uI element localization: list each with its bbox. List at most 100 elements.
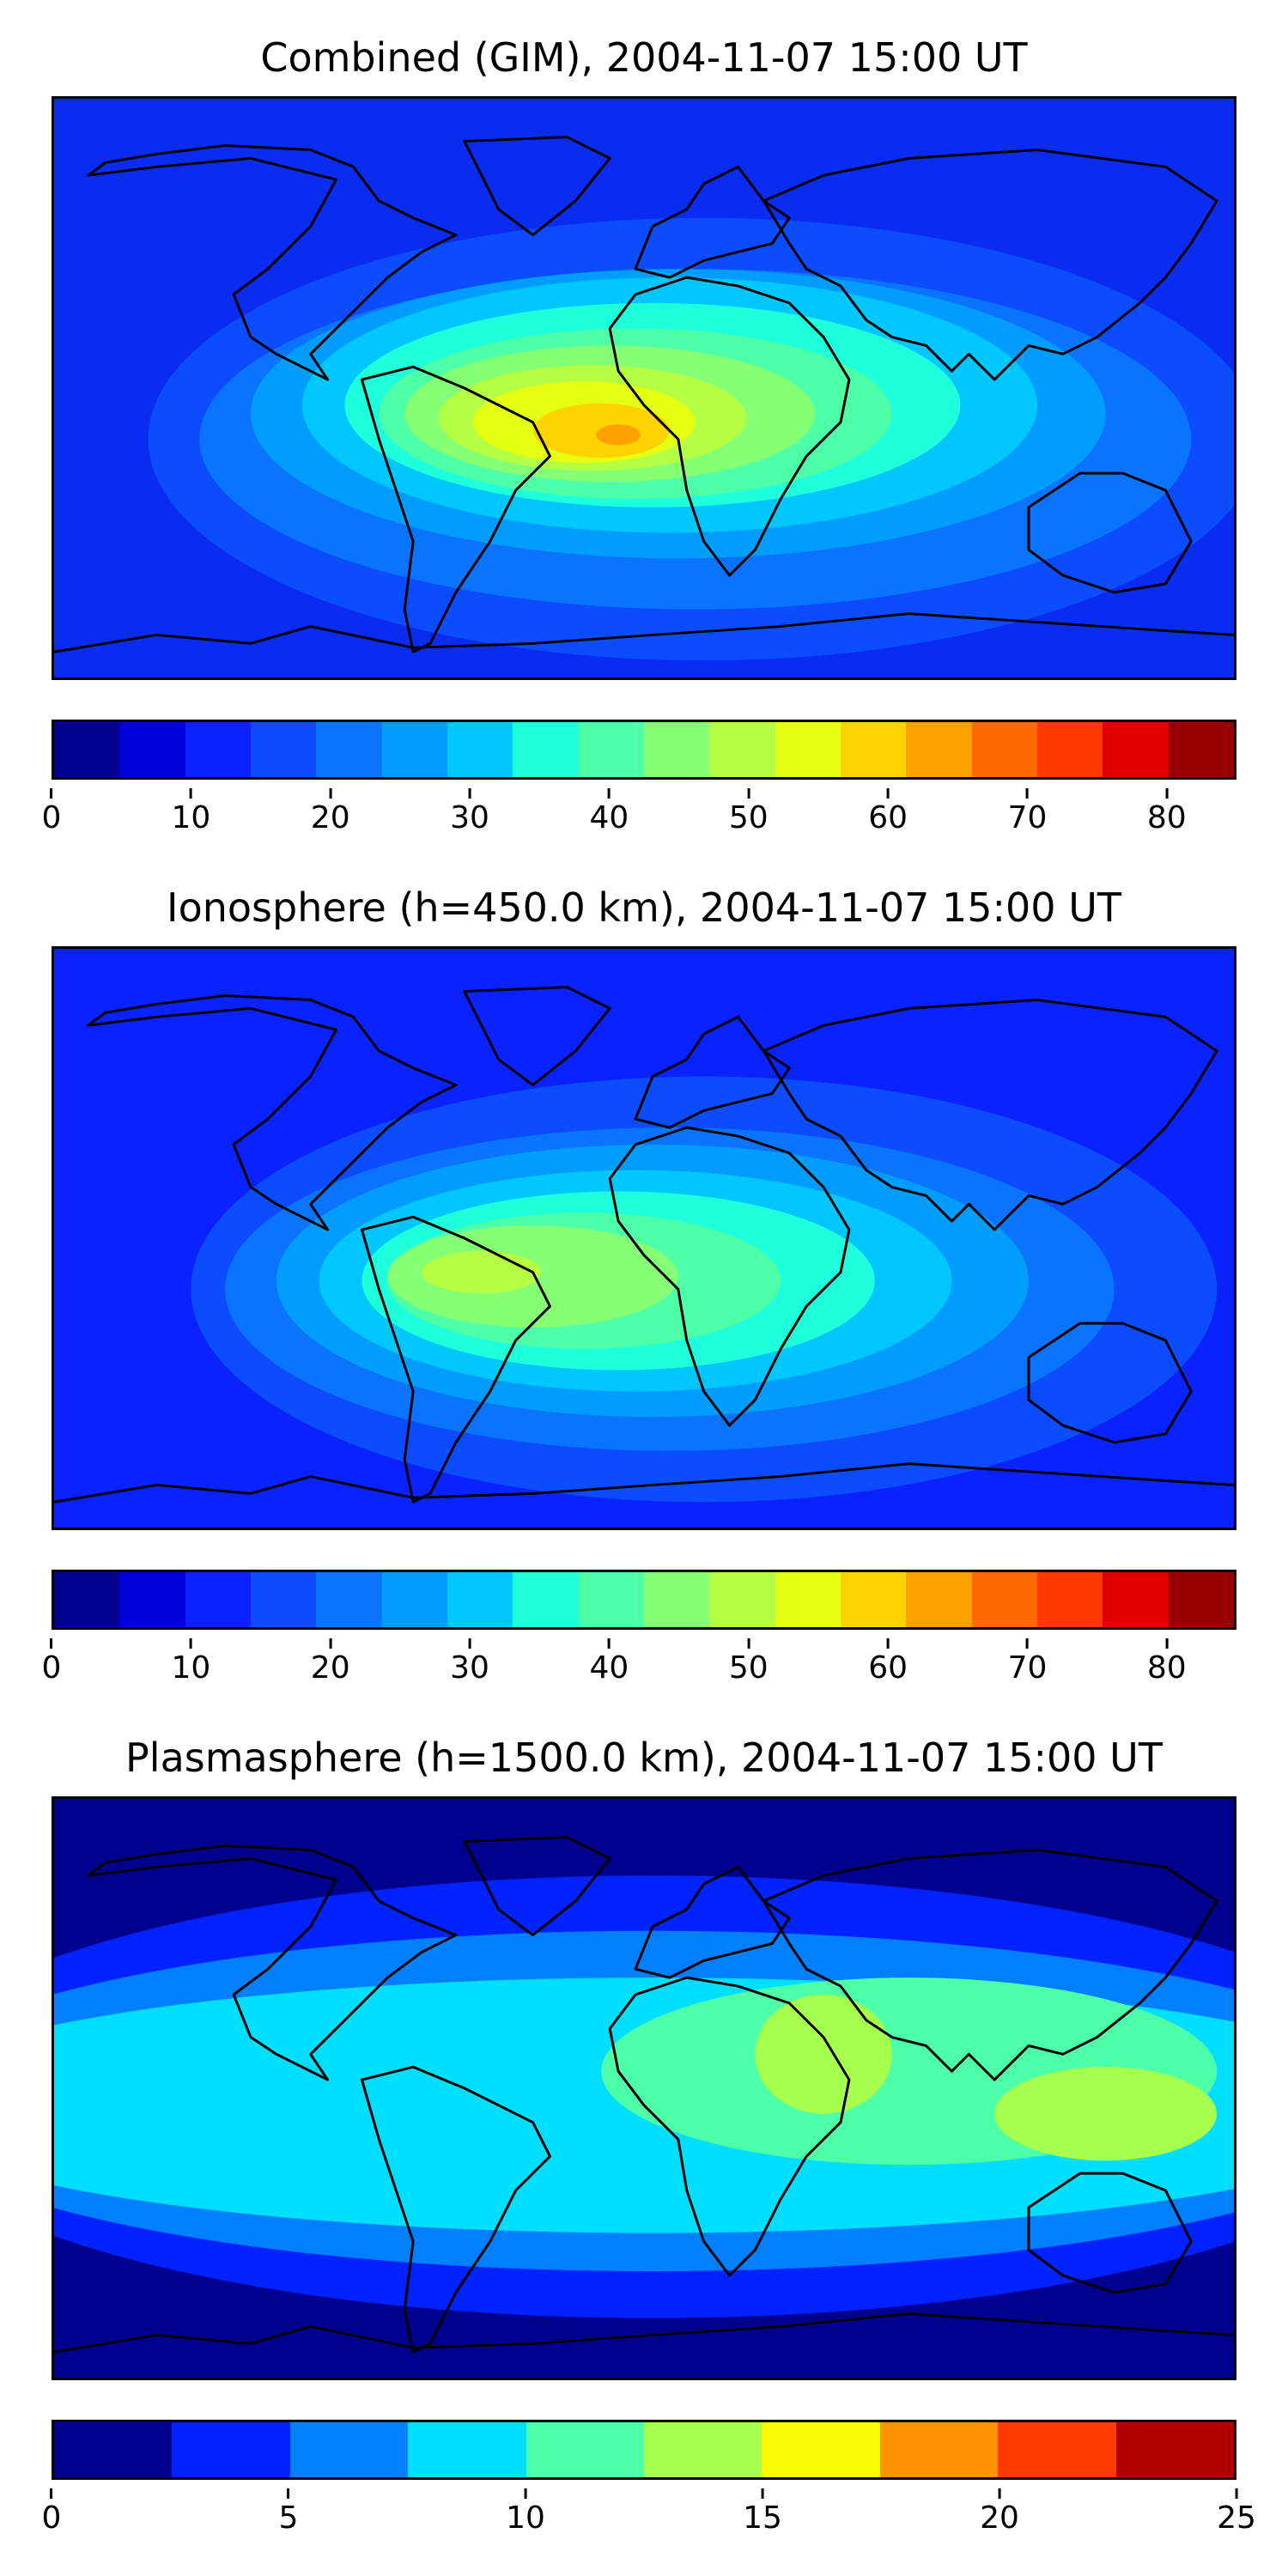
colorbar-segment — [879, 2422, 999, 2477]
south-america-coast — [360, 365, 551, 653]
colorbar-segment — [381, 1572, 447, 1627]
australia-coast — [1027, 1321, 1193, 1444]
north-america-coast — [87, 144, 458, 381]
colorbar-tick-label: 20 — [310, 800, 350, 835]
colorbar-segment — [250, 722, 317, 777]
greenland-coast — [463, 1836, 611, 1937]
colorbar-tick-label: 60 — [868, 800, 908, 835]
colorbar-segment — [998, 2422, 1116, 2477]
asia-coast — [762, 998, 1218, 1231]
colorbar-segment — [709, 722, 775, 777]
colorbar-tick-label: 70 — [1007, 1650, 1048, 1686]
colorbar-segment — [971, 722, 1037, 777]
map-svg-combined — [54, 99, 1234, 677]
colorbar-segment — [906, 1572, 972, 1627]
colorbar-tick-label: 40 — [589, 1650, 629, 1686]
map-ionosphere — [52, 946, 1236, 1530]
map-svg-ionosphere — [54, 949, 1234, 1528]
colorbar-segment — [644, 2422, 762, 2477]
colorbar-segment — [250, 1572, 317, 1627]
map-combined — [52, 96, 1236, 680]
panel-title-ionosphere: Ionosphere (h=450.0 km), 2004-11-07 15:0… — [167, 884, 1121, 931]
colorbar-tick-label: 10 — [506, 2500, 545, 2536]
colorbar-segment — [971, 1572, 1037, 1627]
colorbar-tick-label: 30 — [450, 800, 489, 835]
asia-coast — [762, 1848, 1218, 2081]
contour-band — [422, 1250, 542, 1294]
colorbar-tick-label: 15 — [743, 2500, 782, 2536]
colorbar-tick-label: 40 — [589, 800, 629, 835]
colorbar-segment — [1115, 2422, 1234, 2477]
colorbar-segment — [840, 722, 907, 777]
colorbar-segment — [1168, 1572, 1234, 1627]
colorbar-segment — [1103, 722, 1169, 777]
colorbar-segment — [119, 1572, 185, 1627]
colorbar-tick-label: 50 — [728, 1650, 769, 1686]
panel-title-combined: Combined (GIM), 2004-11-07 15:00 UT — [260, 34, 1028, 81]
antarctica-coast — [54, 612, 1234, 653]
colorbar-tick-label: 70 — [1007, 800, 1048, 835]
colorbar-segment — [513, 722, 579, 777]
colorbar-segment — [840, 1572, 907, 1627]
australia-coast — [1027, 2172, 1193, 2294]
colorbar-combined — [52, 720, 1236, 780]
contour-band — [994, 2067, 1218, 2161]
colorbar-segment — [775, 722, 841, 777]
colorbar-ticks-plasmasphere: 0 5 10 15 20 25 — [42, 2500, 1256, 2543]
map-plasmasphere — [52, 1796, 1236, 2380]
colorbar-segment — [1036, 722, 1103, 777]
africa-coast — [608, 276, 851, 577]
colorbar-segment — [526, 2422, 645, 2477]
colorbar-ticks-ionosphere: 0 10 20 30 40 50 60 70 80 — [42, 1650, 1236, 1693]
colorbar-segment — [513, 1572, 579, 1627]
colorbar-tick-label: 60 — [868, 1650, 908, 1686]
europe-coast — [634, 1865, 791, 1979]
colorbar-segment — [185, 722, 251, 777]
asia-coast — [762, 148, 1218, 381]
colorbar-ionosphere — [52, 1570, 1236, 1630]
europe-coast — [634, 1015, 791, 1129]
colorbar-segment — [709, 1572, 775, 1627]
colorbar-tick-label: 80 — [1146, 800, 1187, 835]
colorbar-tick-label: 50 — [728, 800, 769, 835]
colorbar-tick-label: 20 — [980, 2500, 1019, 2536]
europe-coast — [634, 165, 791, 279]
colorbar-segment — [408, 2422, 526, 2477]
north-america-coast — [87, 994, 458, 1231]
map-svg-plasmasphere — [54, 1799, 1234, 2378]
colorbar-segment — [316, 1572, 382, 1627]
greenland-coast — [463, 986, 611, 1087]
colorbar-tick-label: 20 — [310, 1650, 350, 1686]
colorbar-tick-label: 0 — [41, 1650, 62, 1686]
colorbar-tick-label: 10 — [171, 1650, 211, 1686]
north-america-coast — [87, 1844, 458, 2081]
contour-band — [596, 424, 641, 446]
colorbar-segment — [119, 722, 185, 777]
colorbar-segment — [447, 722, 513, 777]
colorbar-segment — [54, 722, 120, 777]
colorbar-segment — [54, 2422, 173, 2477]
colorbar-segment — [1036, 1572, 1103, 1627]
colorbar-segment — [381, 722, 447, 777]
colorbar-segment — [185, 1572, 251, 1627]
colorbar-tick-label: 30 — [450, 1650, 489, 1686]
antarctica-coast — [54, 1462, 1234, 1504]
colorbar-tick-label: 10 — [171, 800, 211, 835]
colorbar-segment — [316, 722, 382, 777]
colorbar-ticks-combined: 0 10 20 30 40 50 60 70 80 — [42, 800, 1236, 843]
colorbar-segment — [289, 2422, 409, 2477]
colorbar-tick-label: 80 — [1146, 1650, 1187, 1686]
colorbar-tick-label: 25 — [1217, 2500, 1256, 2536]
colorbar-segment — [775, 1572, 841, 1627]
colorbar-tick-label: 0 — [41, 2500, 62, 2536]
colorbar-segment — [578, 722, 644, 777]
colorbar-tick-label: 0 — [41, 800, 62, 835]
south-america-coast — [360, 1215, 551, 1504]
antarctica-coast — [54, 2312, 1234, 2354]
contour-band — [755, 1994, 892, 2114]
greenland-coast — [463, 136, 611, 237]
south-america-coast — [360, 2065, 551, 2354]
colorbar-segment — [172, 2422, 290, 2477]
colorbar-segment — [643, 722, 710, 777]
colorbar-segment — [1168, 722, 1234, 777]
